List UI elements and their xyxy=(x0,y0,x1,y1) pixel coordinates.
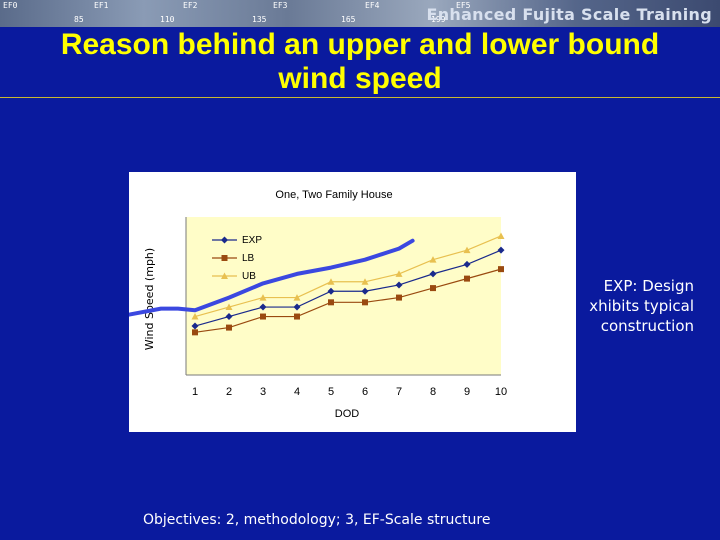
data-point-exp xyxy=(191,322,199,330)
banner-speed: 199 xyxy=(431,15,446,24)
x-tick-label: 7 xyxy=(396,386,402,398)
series-line-ub xyxy=(194,235,502,318)
data-point-exp xyxy=(429,270,437,278)
side-note-line: xhibits typical xyxy=(589,297,694,315)
x-tick-label: 2 xyxy=(226,386,232,398)
data-point-exp xyxy=(293,303,301,311)
legend-label-exp: EXP xyxy=(242,235,262,246)
top-banner: EF0 EF1 EF2 EF3 EF4 EF5 85 110 135 165 1… xyxy=(0,0,720,27)
x-tick-label: 3 xyxy=(260,386,266,398)
series-line-lb xyxy=(194,268,502,333)
banner-title: Enhanced Fujita Scale Training xyxy=(426,5,712,24)
data-point-exp xyxy=(395,281,403,289)
data-point-exp xyxy=(497,246,505,254)
chart: One, Two Family House 1 2 3 4 5 6 7 8 9 10 EXP LB… xyxy=(129,189,507,420)
banner-ef-tag: EF3 xyxy=(273,1,288,10)
side-note: EXP: Design xhibits typical construction xyxy=(560,276,694,336)
plot-area xyxy=(186,217,501,375)
data-point-lb xyxy=(498,266,504,273)
data-point-ub xyxy=(259,294,267,301)
slide-title-line: wind speed xyxy=(278,62,442,95)
data-point-exp xyxy=(463,260,471,268)
x-tick-label: 10 xyxy=(495,386,507,398)
x-tick-label: 6 xyxy=(362,386,368,398)
data-point-lb xyxy=(294,313,300,320)
slide-title: Reason behind an upper and lower bound w… xyxy=(0,28,720,96)
data-point-ub xyxy=(395,270,403,277)
data-point-lb xyxy=(192,329,198,336)
x-axis-label: DOD xyxy=(335,408,360,420)
x-tick-label: 9 xyxy=(464,386,470,398)
banner-speed: 135 xyxy=(252,15,267,24)
y-axis-label: Wind Speed (mph) xyxy=(143,248,156,350)
data-point-ub xyxy=(327,278,335,285)
legend-marker-exp xyxy=(221,236,228,244)
data-point-ub xyxy=(191,313,199,320)
banner-ef-tag: EF4 xyxy=(365,1,380,10)
data-point-lb xyxy=(328,299,334,306)
data-point-exp xyxy=(361,287,369,295)
banner-ef-tag: EF0 xyxy=(3,1,18,10)
x-tick-label: 1 xyxy=(192,386,198,398)
legend: EXP LB UB xyxy=(212,235,262,282)
data-point-ub xyxy=(225,303,233,311)
side-note-line: construction xyxy=(600,317,694,335)
title-divider xyxy=(0,97,720,98)
x-tick-label: 8 xyxy=(430,386,436,398)
plot-area-group xyxy=(186,217,501,375)
banner-speed: 110 xyxy=(160,15,175,24)
banner-speed: 165 xyxy=(341,15,356,24)
banner-ef-tag: EF2 xyxy=(183,1,198,10)
data-point-ub xyxy=(463,246,471,254)
data-point-ub xyxy=(293,294,301,301)
series-layer xyxy=(191,232,505,336)
banner-ef-tag: EF5 xyxy=(456,1,471,10)
data-point-ub xyxy=(361,278,369,285)
overlay-curve xyxy=(129,238,415,317)
data-point-exp xyxy=(327,287,335,295)
side-note-line: EXP: Design xyxy=(603,277,694,295)
data-point-lb xyxy=(396,294,402,301)
data-point-lb xyxy=(260,313,266,320)
legend-label-lb: LB xyxy=(242,253,255,264)
data-point-ub xyxy=(497,232,505,239)
data-point-lb xyxy=(464,275,470,282)
legend-marker-ub xyxy=(221,272,228,279)
x-tick-label: 4 xyxy=(294,386,300,398)
objectives-text: Objectives: 2, methodology; 3, EF-Scale … xyxy=(143,512,491,528)
legend-marker-lb xyxy=(221,255,228,261)
data-point-ub xyxy=(429,256,437,263)
x-tick-label: 5 xyxy=(328,386,334,398)
data-point-exp xyxy=(259,303,267,311)
banner-speed: 85 xyxy=(74,15,84,24)
legend-label-ub: UB xyxy=(242,271,256,282)
banner-ef-tag: EF1 xyxy=(94,1,109,10)
tick-labels: 1 2 3 4 5 6 7 8 9 10 xyxy=(192,386,507,398)
series-line-exp xyxy=(194,249,502,327)
chart-title: One, Two Family House xyxy=(275,189,392,201)
data-point-lb xyxy=(430,285,436,292)
slide-title-line: Reason behind an upper and lower bound xyxy=(60,28,660,61)
data-point-lb xyxy=(226,324,232,331)
data-point-lb xyxy=(362,299,368,306)
data-point-exp xyxy=(225,313,233,321)
